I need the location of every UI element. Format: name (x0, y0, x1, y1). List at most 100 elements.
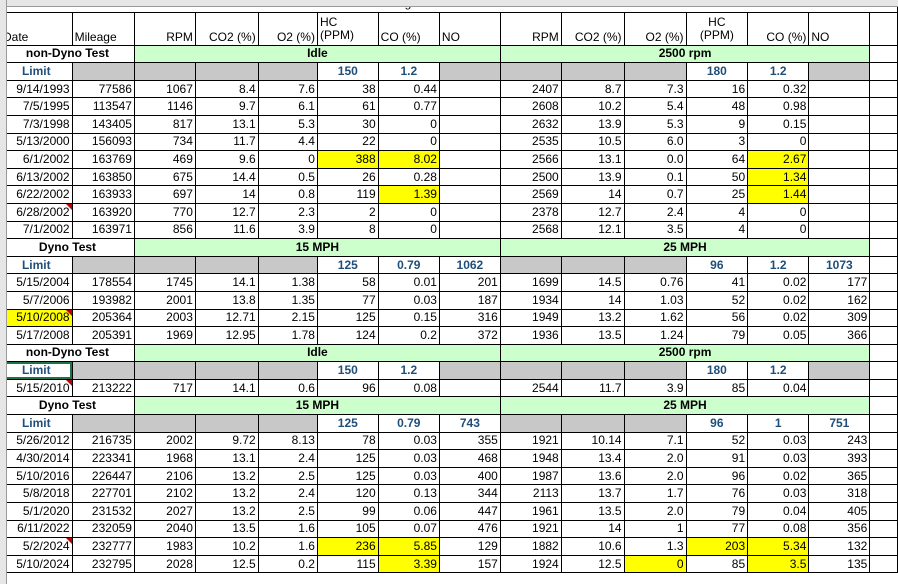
left-co2-cell[interactable]: 13.2 (194, 502, 259, 521)
right-co-cell[interactable]: 1.44 (747, 185, 810, 204)
date-cell[interactable]: 5/7/2006 (0, 290, 73, 310)
left-hc-cell[interactable]: 22 (316, 132, 379, 152)
left-o2-cell[interactable]: 0 (257, 150, 318, 169)
left-co-cell[interactable]: 0.13 (377, 484, 440, 504)
right-o2-cell[interactable]: 3.9 (623, 378, 687, 398)
left-rpm-cell[interactable] (133, 255, 196, 275)
right-co2-cell[interactable]: 13.7 (560, 484, 625, 504)
left-hc-cell[interactable]: 99 (316, 502, 379, 521)
right-no-cell[interactable] (808, 150, 871, 169)
right-o2-cell[interactable]: 1.03 (623, 290, 687, 310)
empty-cell[interactable] (869, 290, 898, 310)
mileage-cell[interactable]: 163850 (71, 167, 135, 187)
left-no-cell[interactable] (438, 202, 501, 222)
left-hc-cell[interactable]: 125 (316, 308, 379, 328)
right-co-cell[interactable]: 0.32 (747, 79, 810, 99)
left-no-cell[interactable]: 344 (438, 484, 501, 504)
right-rpm-cell[interactable]: 1987 (499, 466, 562, 486)
left-co2-cell[interactable]: 14.1 (194, 273, 259, 292)
right-co2-cell[interactable]: 13.1 (560, 150, 625, 169)
left-rpm-cell[interactable]: 2106 (133, 466, 196, 486)
right-co2-cell[interactable]: 14.5 (560, 273, 625, 292)
left-o2-cell[interactable]: 5.3 (257, 114, 318, 134)
section-right-title[interactable]: 2500 rpm (499, 343, 871, 363)
left-co-cell[interactable]: 8.02 (377, 150, 440, 169)
date-cell[interactable]: 6/11/2022 (0, 519, 73, 539)
left-co-cell[interactable]: 0.03 (377, 290, 440, 310)
right-co-cell[interactable]: 2.67 (747, 150, 810, 169)
empty-cell[interactable] (869, 308, 898, 328)
left-no-cell[interactable]: 743 (438, 414, 501, 433)
right-hc-cell[interactable]: 52 (685, 431, 749, 451)
right-no-cell[interactable]: 309 (808, 308, 871, 328)
left-co2-cell[interactable]: 12.95 (194, 326, 259, 345)
left-hc-cell[interactable]: 38 (316, 79, 379, 99)
right-o2-cell[interactable]: 6.0 (623, 132, 687, 152)
left-co-cell[interactable]: 0 (377, 220, 440, 240)
right-o2-cell[interactable]: 1.62 (623, 308, 687, 328)
left-no-cell[interactable] (438, 132, 501, 152)
right-no-cell[interactable] (808, 378, 871, 398)
left-co2-cell[interactable]: 9.72 (194, 431, 259, 451)
empty-cell[interactable] (869, 396, 898, 416)
header-co2[interactable]: CO2 (%) (194, 11, 259, 46)
left-o2-cell[interactable]: 2.3 (257, 202, 318, 222)
right-no-cell[interactable]: 365 (808, 466, 871, 486)
left-co-cell[interactable]: 0.01 (377, 273, 440, 292)
right-no-cell[interactable] (808, 202, 871, 222)
left-rpm-cell[interactable]: 817 (133, 114, 196, 134)
left-rpm-cell[interactable]: 717 (133, 378, 196, 398)
right-no-cell[interactable] (808, 62, 871, 81)
mileage-cell[interactable]: 163933 (71, 185, 135, 204)
left-co2-cell[interactable]: 12.5 (194, 554, 259, 574)
left-co2-cell[interactable]: 11.7 (194, 132, 259, 152)
right-rpm-cell[interactable]: 1921 (499, 519, 562, 539)
right-co-cell[interactable]: 0.02 (747, 308, 810, 328)
right-no-cell[interactable] (808, 97, 871, 116)
empty-cell[interactable] (869, 326, 898, 345)
mileage-cell[interactable]: 205364 (71, 308, 135, 328)
date-cell[interactable]: 5/1/2020 (0, 502, 73, 521)
right-no-cell[interactable]: 1073 (808, 255, 871, 275)
left-o2-cell[interactable]: 1.6 (257, 537, 318, 556)
left-rpm-cell[interactable] (133, 361, 196, 380)
right-hc-cell[interactable]: 203 (685, 537, 749, 556)
right-hc-cell[interactable]: 91 (685, 449, 749, 468)
mileage-cell[interactable]: 227701 (71, 484, 135, 504)
left-no-cell[interactable] (438, 114, 501, 134)
right-rpm-cell[interactable]: 1961 (499, 502, 562, 521)
right-o2-cell[interactable]: 0 (623, 554, 687, 574)
right-co-cell[interactable]: 0 (747, 132, 810, 152)
right-co-cell[interactable]: 0.08 (747, 519, 810, 539)
left-rpm-cell[interactable]: 2102 (133, 484, 196, 504)
left-rpm-cell[interactable]: 2003 (133, 308, 196, 328)
right-hc-cell[interactable]: 48 (685, 97, 749, 116)
date-cell[interactable]: 5/17/2008 (0, 326, 73, 345)
header-rpm[interactable]: RPM (133, 11, 196, 46)
right-rpm-cell[interactable]: 1921 (499, 431, 562, 451)
right-rpm-cell[interactable]: 1934 (499, 290, 562, 310)
left-no-cell[interactable]: 400 (438, 466, 501, 486)
left-no-cell[interactable]: 187 (438, 290, 501, 310)
right-co-cell[interactable]: 0.03 (747, 431, 810, 451)
mileage-cell[interactable]: 232777 (71, 537, 135, 556)
right-co-cell[interactable]: 0.98 (747, 97, 810, 116)
right-co-cell[interactable]: 0.15 (747, 114, 810, 134)
left-no-cell[interactable]: 1062 (438, 255, 501, 275)
right-co-cell[interactable]: 3.5 (747, 554, 810, 574)
left-rpm-cell[interactable]: 1067 (133, 79, 196, 99)
left-hc-cell[interactable]: 115 (316, 554, 379, 574)
empty-cell[interactable] (869, 537, 898, 556)
right-co-cell[interactable]: 1.2 (747, 361, 810, 380)
right-co2-cell[interactable] (560, 255, 625, 275)
right-no-cell[interactable] (808, 361, 871, 380)
header-o2-2[interactable]: O2 (%) (623, 11, 687, 46)
right-rpm-cell[interactable]: 1882 (499, 537, 562, 556)
right-rpm-cell[interactable]: 2632 (499, 114, 562, 134)
right-no-cell[interactable] (808, 114, 871, 134)
right-o2-cell[interactable]: 0.76 (623, 273, 687, 292)
header-mileage[interactable]: Mileage (71, 11, 135, 46)
right-co2-cell[interactable]: 11.7 (560, 378, 625, 398)
right-hc-cell[interactable]: 180 (685, 361, 749, 380)
date-cell[interactable]: 5/10/2016 (0, 466, 73, 486)
